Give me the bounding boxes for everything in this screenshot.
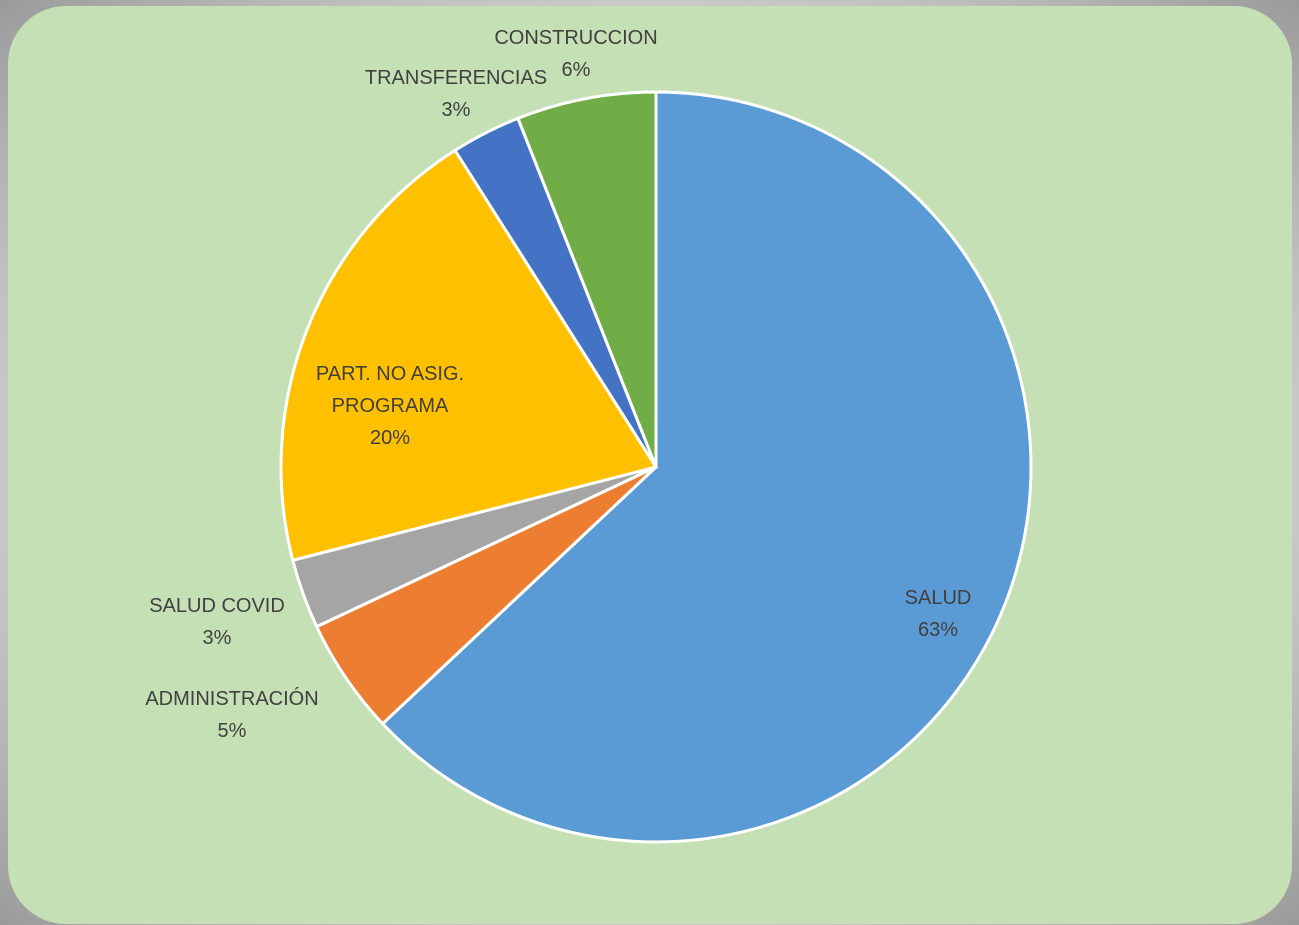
category-label: SALUD COVID <box>149 595 285 617</box>
pie-slice <box>516 90 658 468</box>
value-label: 3% <box>441 99 471 121</box>
category-label: TRANSFERENCIAS <box>364 67 548 89</box>
data-label: PART. NO ASIG. PROGRAMA 20% <box>295 358 485 454</box>
data-label: TRANSFERENCIAS 3% <box>365 62 547 126</box>
category-label: PART. NO ASIG. PROGRAMA <box>315 363 465 417</box>
value-label: 6% <box>561 59 591 81</box>
category-label: CONSTRUCCION <box>494 27 658 49</box>
category-label: SALUD <box>904 587 972 609</box>
data-label: CONSTRUCCION 6% <box>494 22 657 86</box>
category-label: ADMINISTRACIÓN <box>145 688 319 710</box>
data-label: ADMINISTRACIÓN 5% <box>145 683 318 747</box>
data-label: SALUD COVID 3% <box>149 590 285 654</box>
data-label: SALUD 63% <box>905 582 972 646</box>
value-label: 63% <box>917 619 959 641</box>
pie-slice <box>279 148 659 563</box>
pie-slice <box>380 90 1033 844</box>
value-label: 20% <box>369 427 411 449</box>
value-label: 5% <box>217 720 247 742</box>
value-label: 3% <box>202 627 232 649</box>
